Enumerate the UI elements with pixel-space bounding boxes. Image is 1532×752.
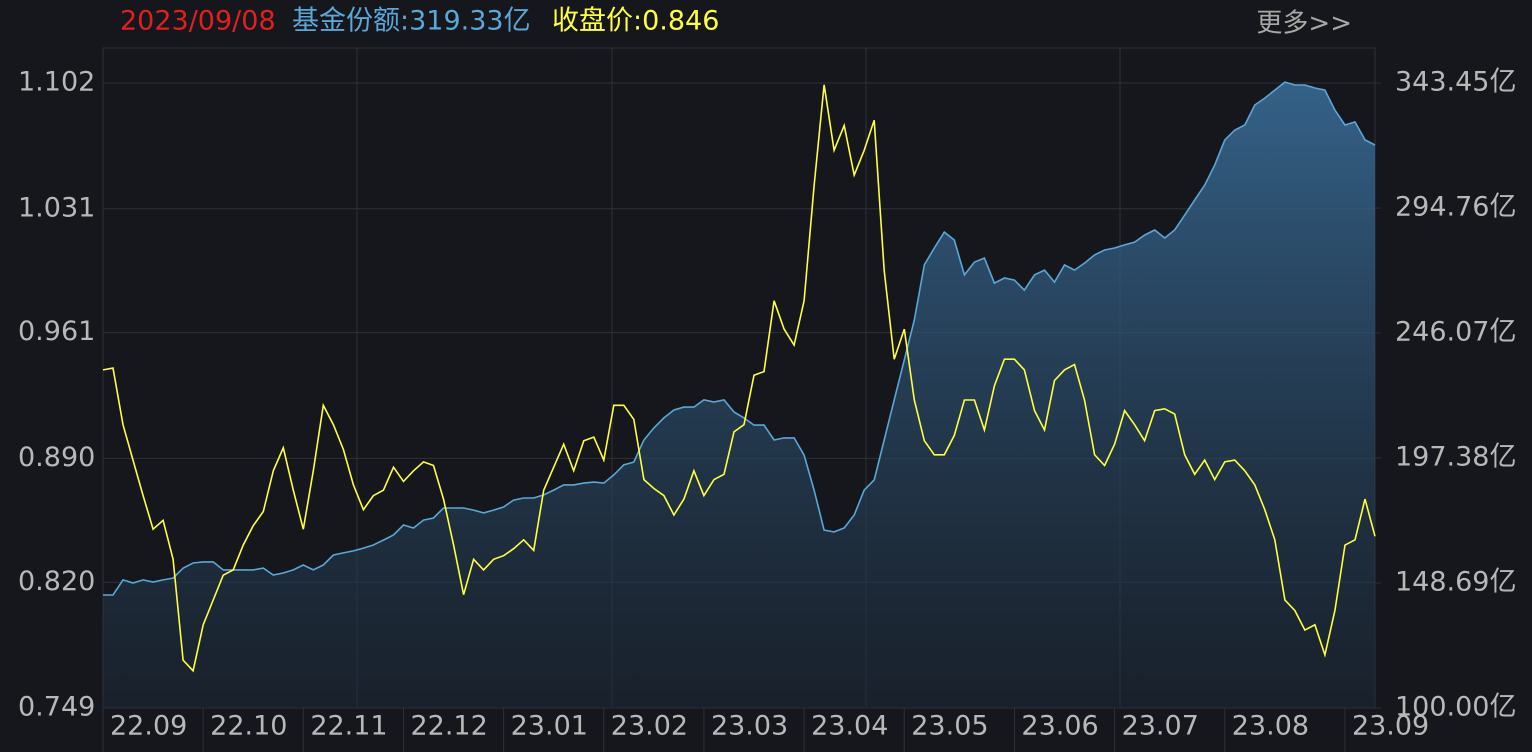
x-tick-label: 22.09 [110, 711, 187, 742]
y-tick-label: 0.890 [18, 442, 95, 473]
y-tick-label: 1.102 [18, 67, 95, 98]
y-tick-label: 0.820 [18, 566, 95, 597]
y-tick-label: 0.749 [18, 692, 95, 723]
x-tick-label: 23.09 [1352, 711, 1429, 742]
x-tick-label: 23.05 [911, 711, 988, 742]
y2-tick-label: 294.76亿 [1395, 192, 1516, 223]
x-tick-label: 23.06 [1021, 711, 1098, 742]
y-tick-label: 1.031 [18, 192, 95, 223]
x-tick-label: 22.11 [310, 711, 387, 742]
series-line [102, 84, 1376, 673]
more-link[interactable]: 更多>> [1256, 9, 1352, 39]
x-tick-label: 22.12 [410, 711, 487, 742]
y2-tick-label: 343.45亿 [1395, 67, 1516, 98]
x-tick-label: 22.10 [210, 711, 287, 742]
x-tick-label: 23.01 [511, 711, 588, 742]
header-date: 2023/09/08 [120, 6, 276, 37]
area-fill [103, 82, 1375, 709]
x-tick-label: 23.08 [1232, 711, 1309, 742]
series-line [103, 81, 1376, 596]
header-close: 收盘价:0.846 [552, 6, 719, 37]
x-tick-label: 23.03 [711, 711, 788, 742]
y2-tick-label: 100.00亿 [1395, 692, 1516, 723]
header-share: 基金份额:319.33亿 [292, 6, 531, 37]
x-tick-label: 23.02 [611, 711, 688, 742]
x-tick-label: 23.07 [1122, 711, 1199, 742]
y2-tick-label: 246.07亿 [1395, 317, 1516, 348]
y2-tick-label: 148.69亿 [1395, 567, 1516, 598]
x-tick-label: 23.04 [811, 711, 888, 742]
y2-tick-label: 197.38亿 [1395, 442, 1516, 473]
y-tick-label: 0.961 [18, 316, 95, 347]
